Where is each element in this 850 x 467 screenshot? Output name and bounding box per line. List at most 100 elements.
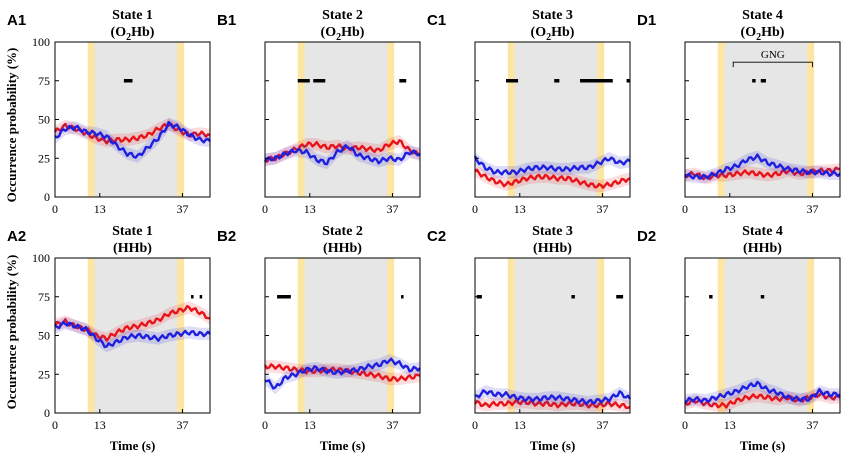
panel-letter: C2 xyxy=(427,228,446,245)
panel-title: State 1 xyxy=(112,8,153,23)
panel-d1: GNG 0 13 37 D1 State 4 (O2Hb) xyxy=(637,8,841,216)
task-shade xyxy=(92,42,183,197)
panel-title: State 4 xyxy=(742,8,783,23)
panel-title: State 3 xyxy=(532,8,573,23)
x-tick-label: 13 xyxy=(304,202,316,216)
series-line-red xyxy=(53,304,211,342)
transition-band xyxy=(177,42,185,197)
series-line-blue xyxy=(684,380,841,404)
y-tick-label: 25 xyxy=(38,151,50,165)
x-tick-label: 0 xyxy=(262,202,268,216)
panel-subtitle: (HHb) xyxy=(533,241,572,256)
x-axis-label: Time (s) xyxy=(740,438,786,453)
series-line-blue xyxy=(474,389,632,406)
panel-subtitle: (HHb) xyxy=(323,241,362,256)
y-tick-label: 0 xyxy=(44,406,50,420)
transition-band xyxy=(717,258,725,413)
panel-letter: A1 xyxy=(7,12,26,29)
series-line-red xyxy=(474,168,631,189)
panel-title: State 2 xyxy=(322,224,363,239)
x-tick-label: 0 xyxy=(682,202,688,216)
transition-band xyxy=(387,42,395,197)
ci-band-blue xyxy=(55,117,210,163)
x-tick-label: 0 xyxy=(682,418,688,432)
panel-a2: 0 13 37 0 25 50 75 100 A2 State 1 (HHb) Time (s) xyxy=(7,224,211,453)
panel-title: State 4 xyxy=(742,224,783,239)
x-tick-label: 13 xyxy=(724,418,736,432)
panel-subtitle: (O2Hb) xyxy=(741,25,785,43)
panel-d2: 0 13 37 D2 State 4 (HHb) Time (s) xyxy=(637,224,841,453)
transition-band xyxy=(717,42,725,197)
x-tick-label: 0 xyxy=(52,418,58,432)
panel-title: State 1 xyxy=(112,224,153,239)
panel-letter: A2 xyxy=(7,228,26,245)
transition-band xyxy=(807,42,815,197)
y-tick-label: 75 xyxy=(38,74,50,88)
series-line-blue xyxy=(54,120,211,159)
series-line-red xyxy=(263,363,421,383)
y-axis-label-top: Occurrence probability (%) xyxy=(4,48,19,203)
y-tick-label: 50 xyxy=(38,113,50,127)
x-tick-label: 0 xyxy=(262,418,268,432)
panel-subtitle: (O2Hb) xyxy=(531,25,575,43)
panel-subtitle: (O2Hb) xyxy=(111,25,155,43)
x-tick-label: 37 xyxy=(386,418,398,432)
y-tick-label: 100 xyxy=(32,251,50,265)
gng-bracket xyxy=(732,61,813,68)
y-tick-label: 75 xyxy=(38,290,50,304)
transition-band xyxy=(297,42,305,197)
panel-subtitle: (HHb) xyxy=(743,241,782,256)
x-tick-label: 13 xyxy=(94,418,106,432)
series-line-blue xyxy=(684,153,841,180)
x-tick-label: 0 xyxy=(472,202,478,216)
task-shade xyxy=(302,42,393,197)
x-tick-label: 37 xyxy=(386,202,398,216)
transition-band xyxy=(807,258,815,413)
x-tick-label: 13 xyxy=(514,202,526,216)
y-axis-label-bottom: Occurrence probability (%) xyxy=(4,255,19,410)
task-shade xyxy=(512,42,603,197)
y-tick-label: 25 xyxy=(38,367,50,381)
panel-letter: C1 xyxy=(427,12,446,29)
panel-c2: 0 13 37 C2 State 3 (HHb) Time (s) xyxy=(427,224,632,453)
transition-band xyxy=(597,42,605,197)
x-tick-label: 13 xyxy=(94,202,106,216)
panel-c1: 0 13 37 C1 State 3 (O2Hb) xyxy=(427,8,631,216)
panel-letter: B2 xyxy=(217,228,236,245)
panel-b1: 0 13 37 B1 State 2 (O2Hb) xyxy=(217,8,421,216)
panel-letter: D1 xyxy=(637,12,656,29)
x-tick-label: 0 xyxy=(472,418,478,432)
gng-label: GNG xyxy=(761,49,785,61)
series-line-red xyxy=(474,398,631,410)
y-tick-label: 50 xyxy=(38,329,50,343)
y-tick-label: 0 xyxy=(44,190,50,204)
x-tick-label: 37 xyxy=(596,418,608,432)
x-tick-label: 13 xyxy=(514,418,526,432)
transition-band xyxy=(507,258,515,413)
x-tick-label: 37 xyxy=(176,418,188,432)
y-tick-label: 100 xyxy=(32,35,50,49)
series-line-blue xyxy=(54,320,211,349)
x-axis-label: Time (s) xyxy=(530,438,576,453)
x-axis-label: Time (s) xyxy=(320,438,366,453)
series-line-red xyxy=(684,166,841,181)
transition-band xyxy=(297,258,305,413)
task-shade xyxy=(722,258,813,413)
x-tick-label: 37 xyxy=(176,202,188,216)
transition-band xyxy=(507,42,515,197)
series-line-blue xyxy=(264,357,421,390)
panel-title: State 3 xyxy=(532,224,573,239)
panel-a1: 0 13 37 0 25 50 75 100 A1 State 1 (O2Hb) xyxy=(7,8,211,216)
series-line-blue xyxy=(473,155,631,176)
panel-title: State 2 xyxy=(322,8,363,23)
x-tick-label: 13 xyxy=(304,418,316,432)
x-tick-label: 37 xyxy=(806,418,818,432)
panel-subtitle: (HHb) xyxy=(113,241,152,256)
series-line-blue xyxy=(263,144,421,166)
transition-band xyxy=(87,42,95,197)
panel-letter: B1 xyxy=(217,12,236,29)
panel-b2: 0 13 37 B2 State 2 (HHb) Time (s) xyxy=(217,224,421,453)
transition-band xyxy=(597,258,605,413)
task-shade xyxy=(512,258,603,413)
